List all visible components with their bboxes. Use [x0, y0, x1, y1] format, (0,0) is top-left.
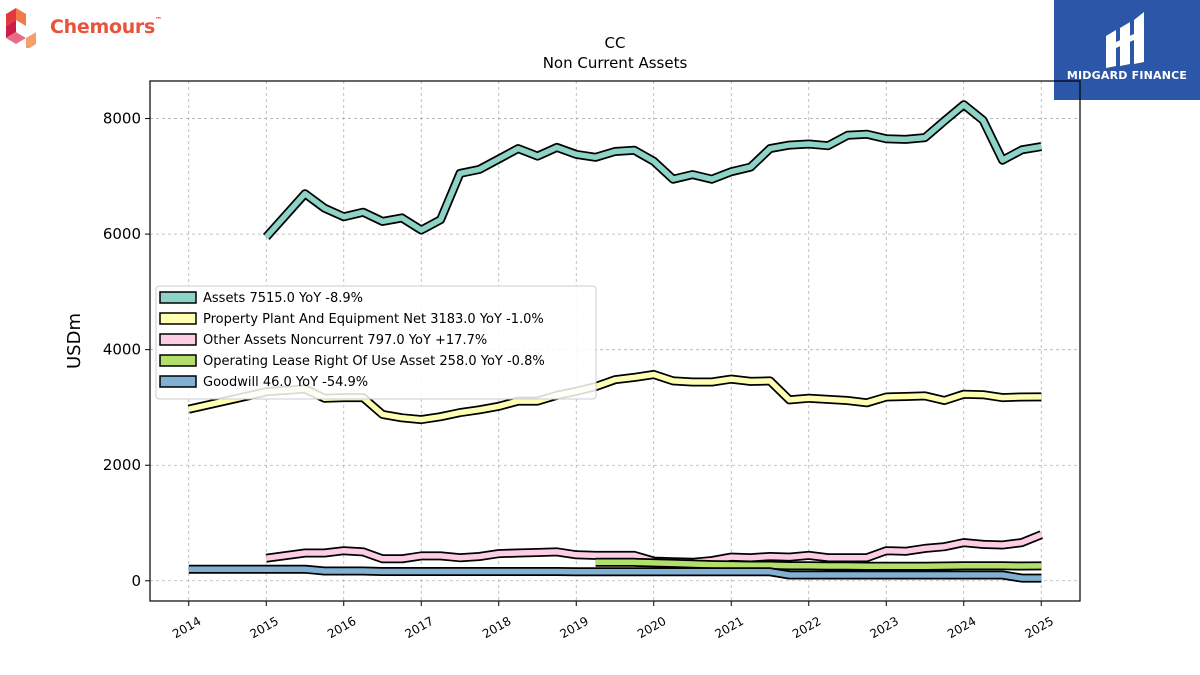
legend-swatch	[159, 312, 197, 325]
y-tick-label: 0	[131, 572, 141, 590]
x-tick-label: 2017	[403, 614, 436, 641]
x-tick-label: 2016	[325, 614, 358, 641]
x-tick-label: 2020	[635, 614, 668, 641]
series-line	[264, 101, 1042, 239]
x-tick-label: 2018	[480, 614, 513, 641]
y-tick-label: 6000	[103, 225, 141, 243]
series-1	[187, 370, 1042, 425]
chemours-logo: Chemours™	[6, 6, 162, 48]
legend-swatch	[159, 354, 197, 367]
chart-title: CC	[605, 34, 626, 52]
series-0	[262, 100, 1043, 240]
y-axis-label: USDm	[64, 313, 85, 369]
publisher-name: MIDGARD FINANCE	[1066, 69, 1188, 82]
legend-label: Goodwill 46.0 YoY -54.9%	[203, 375, 368, 390]
series-line	[188, 371, 1042, 423]
midgard-finance-logo: MIDGARD FINANCE	[1054, 0, 1200, 100]
x-tick-label: 2024	[945, 614, 978, 641]
x-tick-label: 2022	[790, 614, 823, 641]
x-tick-label: 2014	[170, 614, 203, 641]
y-tick-label: 8000	[103, 110, 141, 128]
series-3	[595, 557, 1042, 571]
legend-box	[155, 285, 597, 400]
series-line	[595, 559, 1042, 570]
chart-subtitle: Non Current Assets	[543, 54, 688, 72]
x-tick-label: 2019	[558, 614, 591, 641]
x-tick-label: 2021	[713, 614, 746, 641]
legend-label: Property Plant And Equipment Net 3183.0 …	[203, 312, 544, 327]
legend-swatch	[159, 333, 197, 346]
x-tick-label: 2015	[248, 614, 281, 641]
series-line	[188, 566, 1042, 581]
legend-label: Operating Lease Right Of Use Asset 258.0…	[203, 354, 545, 369]
legend-swatch	[159, 291, 197, 304]
series-4	[188, 564, 1042, 583]
legend-swatch	[159, 375, 197, 388]
company-name: Chemours™	[50, 16, 162, 38]
x-tick-label: 2025	[1023, 614, 1056, 641]
series-lines	[187, 100, 1043, 583]
plot-frame	[149, 80, 1081, 602]
y-tick-label: 4000	[103, 341, 141, 359]
legend-label: Other Assets Noncurrent 797.0 YoY +17.7%	[203, 333, 487, 348]
x-tick-label: 2023	[868, 614, 901, 641]
y-tick-label: 2000	[103, 456, 141, 474]
midgard-monogram-icon	[1106, 12, 1144, 68]
legend-label: Assets 7515.0 YoY -8.9%	[203, 291, 363, 306]
chemours-logo-icon	[6, 8, 36, 48]
legend: Assets 7515.0 YoY -8.9% Property Plant An…	[155, 285, 597, 400]
